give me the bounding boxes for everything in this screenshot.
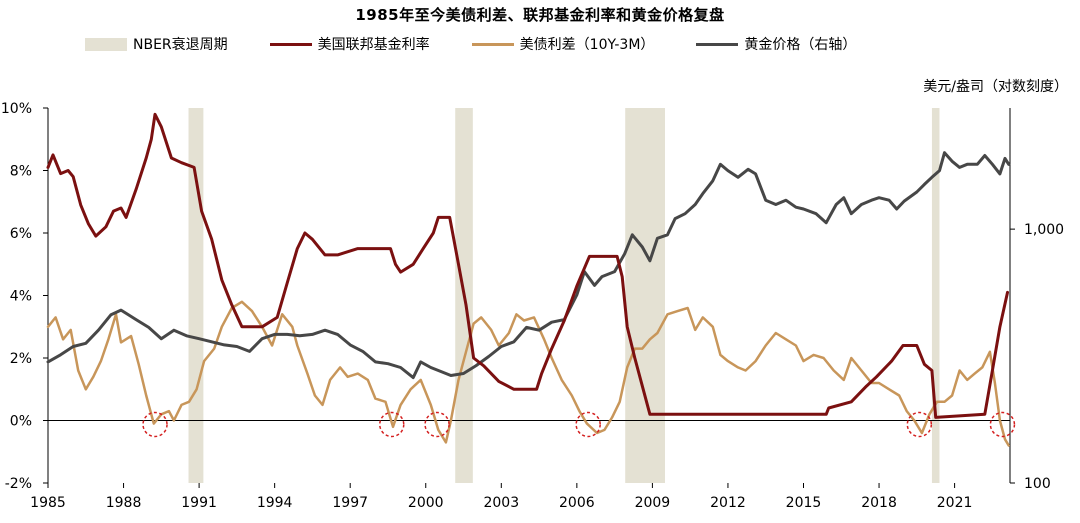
- left-tick-label: 4%: [10, 289, 32, 305]
- legend-item-spread: 美债利差（10Y-3M）: [471, 34, 655, 54]
- right-tick-label: 1,000: [1024, 222, 1064, 238]
- left-tick-label: -2%: [5, 476, 32, 492]
- legend-swatch-gold: [696, 42, 739, 46]
- inversion-circle-2: [424, 411, 450, 438]
- left-tick-label: 6%: [10, 226, 32, 242]
- fedfunds-line: [46, 112, 1009, 419]
- legend-item-nber: NBER衰退周期: [85, 34, 228, 54]
- x-tick-label: 1985: [30, 495, 66, 511]
- x-tick-label: 2009: [635, 495, 671, 511]
- left-tick-label: 8%: [10, 164, 32, 180]
- legend-label-gold: 黄金价格（右轴）: [744, 37, 857, 53]
- legend-item-fedfunds: 美国联邦基金利率: [269, 34, 430, 54]
- recession-band-0: [188, 108, 204, 483]
- spread-line: [46, 300, 1010, 447]
- recession-band-3: [931, 108, 940, 483]
- right-axis-unit-label: 美元/盎司（对数刻度）: [923, 79, 1068, 95]
- x-tick-label: 1991: [181, 495, 217, 511]
- x-tick-label: 2021: [937, 495, 973, 511]
- legend: NBER衰退周期 美国联邦基金利率 美债利差（10Y-3M） 黄金价格（右轴）: [85, 34, 898, 54]
- axes: [43, 107, 1015, 488]
- inversion-circle-1: [379, 411, 405, 438]
- x-tick-label: 2006: [559, 495, 595, 511]
- right-tick-label: 100: [1024, 476, 1051, 492]
- legend-label-fedfunds: 美国联邦基金利率: [317, 37, 430, 53]
- tick-labels: 10% 8% 6% 4% 2% 0% -2% 1,000 100 1985 1988 1991 1994…: [1, 101, 1064, 511]
- legend-label-spread: 美债利差（10Y-3M）: [519, 37, 655, 53]
- recession-bands: [188, 108, 940, 483]
- legend-swatch-fedfunds: [269, 42, 312, 46]
- left-tick-label: 0%: [10, 414, 32, 430]
- x-tick-label: 1994: [257, 495, 293, 511]
- x-tick-label: 1988: [106, 495, 142, 511]
- gold-line: [46, 151, 1011, 380]
- left-tick-label: 10%: [1, 101, 32, 117]
- x-tick-label: 2015: [786, 495, 822, 511]
- x-tick-label: 2003: [483, 495, 519, 511]
- x-tick-label: 2018: [861, 495, 897, 511]
- legend-swatch-nber: [85, 37, 127, 51]
- series-lines: [46, 112, 1011, 447]
- inversion-circle-0: [142, 411, 168, 438]
- left-tick-label: 2%: [10, 351, 32, 367]
- recession-band-2: [625, 108, 665, 483]
- legend-label-nber: NBER衰退周期: [133, 37, 228, 53]
- chart-title: 1985年至今美债利差、联邦基金利率和黄金价格复盘: [355, 6, 725, 24]
- x-tick-label: 2012: [710, 495, 746, 511]
- legend-swatch-spread: [471, 42, 514, 46]
- x-tick-label: 2000: [408, 495, 444, 511]
- x-tick-label: 1997: [332, 495, 368, 511]
- legend-item-gold: 黄金价格（右轴）: [696, 34, 856, 54]
- inversion-markers: [142, 411, 1016, 438]
- inversion-circle-4: [906, 411, 933, 438]
- inversion-circle-5: [989, 411, 1016, 438]
- inversion-circle-3: [575, 411, 601, 438]
